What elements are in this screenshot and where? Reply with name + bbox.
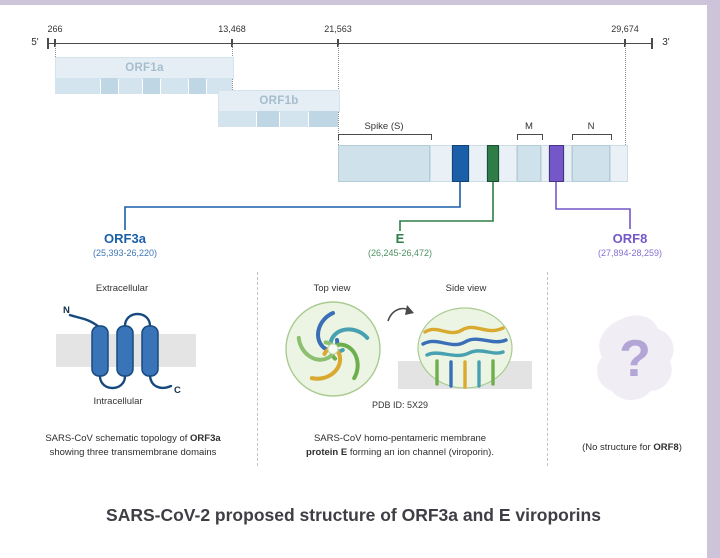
orf3a-range: (25,393-26,220) [92, 248, 158, 258]
gene-label-orf3a: ORF3a (25,393-26,220) [65, 231, 185, 258]
spike-bracket [338, 134, 432, 140]
side-ribbons [421, 325, 508, 389]
axis-position-13468: 13,468 [218, 24, 246, 34]
protein-e-top-view [285, 301, 381, 397]
c-terminus-label: C [174, 385, 181, 396]
c-terminus-tail [148, 372, 173, 389]
orf1b-subsegments [218, 111, 338, 127]
orf3a-caption: SARS-CoV schematic topology of ORF3a sho… [12, 432, 254, 460]
orf1b-box: ORF1b [218, 90, 340, 112]
orf1b-label: ORF1b [259, 95, 299, 107]
e-segment [487, 145, 499, 182]
transmembrane-helix-2 [116, 325, 134, 377]
bar-segment [499, 145, 517, 182]
orf3a-caption-bold: ORF3a [190, 433, 221, 444]
orf8-caption-post: ) [678, 442, 682, 453]
gene-label-orf8: ORF8 (27,894-28,259) [570, 231, 690, 258]
axis-tick [624, 39, 626, 47]
rotate-arrow-icon [387, 305, 414, 322]
orf1a-subsegment [143, 78, 160, 94]
extracellular-loop [123, 312, 152, 328]
extracellular-label: Extracellular [95, 283, 149, 294]
orf8-name: ORF8 [612, 231, 648, 246]
n-bracket-label: N [587, 121, 595, 132]
axis-position-29674: 29,674 [611, 24, 639, 34]
channel-pore [327, 343, 339, 355]
axis-endcap-left [47, 38, 49, 49]
blob-shape [597, 315, 674, 400]
protein-e-caption: SARS-CoV homo-pentameric membrane protei… [272, 432, 528, 460]
intracellular-label: Intracellular [93, 396, 143, 407]
axis-position-266: 266 [47, 24, 63, 34]
spike-bracket-label: Spike (S) [364, 121, 404, 132]
genome-axis [48, 43, 652, 44]
m-bracket [517, 134, 543, 140]
e-caption-rest: forming an ion channel (viroporin). [347, 446, 494, 458]
orf3a-topology-diagram: N C [56, 305, 196, 396]
orf1a-label: ORF1a [125, 62, 164, 74]
orf1b-subsegment [218, 111, 256, 127]
gene-label-e: E (26,245-26,472) [340, 231, 460, 258]
panel-separator-left [257, 272, 258, 466]
spike-segment [338, 145, 430, 182]
orf3a-name: ORF3a [104, 231, 146, 246]
bar-segment [430, 145, 452, 182]
intracellular-loop [98, 374, 127, 390]
top-view-label: Top view [313, 283, 351, 294]
orf3a-caption-text: SARS-CoV schematic topology of [45, 433, 191, 444]
unknown-structure-blob [597, 315, 674, 400]
orf1a-subsegment [189, 78, 206, 94]
orf8-caption-bold: ORF8 [653, 442, 679, 453]
white-canvas [0, 5, 707, 558]
orf8-caption-pre: (No structure for [582, 442, 654, 453]
orf8-range: (27,894-28,259) [597, 248, 663, 258]
e-caption-bold: protein E [306, 446, 348, 458]
axis-tick [337, 39, 339, 47]
axis-tick [54, 39, 56, 47]
orf1a-subsegment [55, 78, 100, 94]
orf1a-subsegment [119, 78, 142, 94]
protein-e-side-view [417, 307, 513, 389]
structural-genes-bar [338, 145, 628, 182]
bar-segment [564, 145, 572, 182]
orf3a-caption-text2: showing three transmembrane domains [49, 446, 217, 458]
m-segment [517, 145, 541, 182]
orf8-caption: (No structure for ORF8) [556, 441, 708, 455]
m-bracket-label: M [525, 121, 533, 132]
transmembrane-helix-3 [141, 325, 159, 377]
axis-position-21563: 21,563 [324, 24, 352, 34]
bar-segment [541, 145, 549, 182]
n-bracket [572, 134, 612, 140]
axis-tick [231, 39, 233, 47]
five-prime-label: 5' [31, 37, 39, 48]
orf1a-subsegment [101, 78, 118, 94]
n-segment [572, 145, 610, 182]
orf1a-subsegment [161, 78, 188, 94]
e-range: (26,245-26,472) [367, 248, 433, 258]
bar-segment [469, 145, 487, 182]
axis-endcap-right [651, 38, 653, 49]
n-terminus-label: N [63, 305, 70, 316]
bar-segment [610, 145, 628, 182]
orf8-segment [549, 145, 564, 182]
figure-title: SARS-CoV-2 proposed structure of ORF3a a… [106, 505, 601, 525]
orf3a-segment [452, 145, 469, 182]
orf1b-subsegment [309, 111, 338, 127]
n-terminus-tail [68, 313, 101, 329]
orf1b-subsegment [280, 111, 308, 127]
leader-line-29674 [625, 45, 626, 145]
pdb-id-label: PDB ID: 5X29 [371, 400, 429, 410]
three-prime-label: 3' [662, 37, 670, 48]
question-mark: ? [619, 330, 651, 388]
orf1a-subsegments [55, 78, 232, 94]
orf1a-box: ORF1a [55, 57, 234, 79]
panel-separator-right [547, 272, 548, 466]
orf1b-subsegment [257, 111, 279, 127]
transmembrane-helix-1 [91, 325, 109, 377]
side-view-label: Side view [445, 283, 487, 294]
e-name: E [395, 231, 405, 246]
e-caption-line1: SARS-CoV homo-pentameric membrane [313, 433, 487, 444]
leader-line-266 [55, 45, 56, 57]
